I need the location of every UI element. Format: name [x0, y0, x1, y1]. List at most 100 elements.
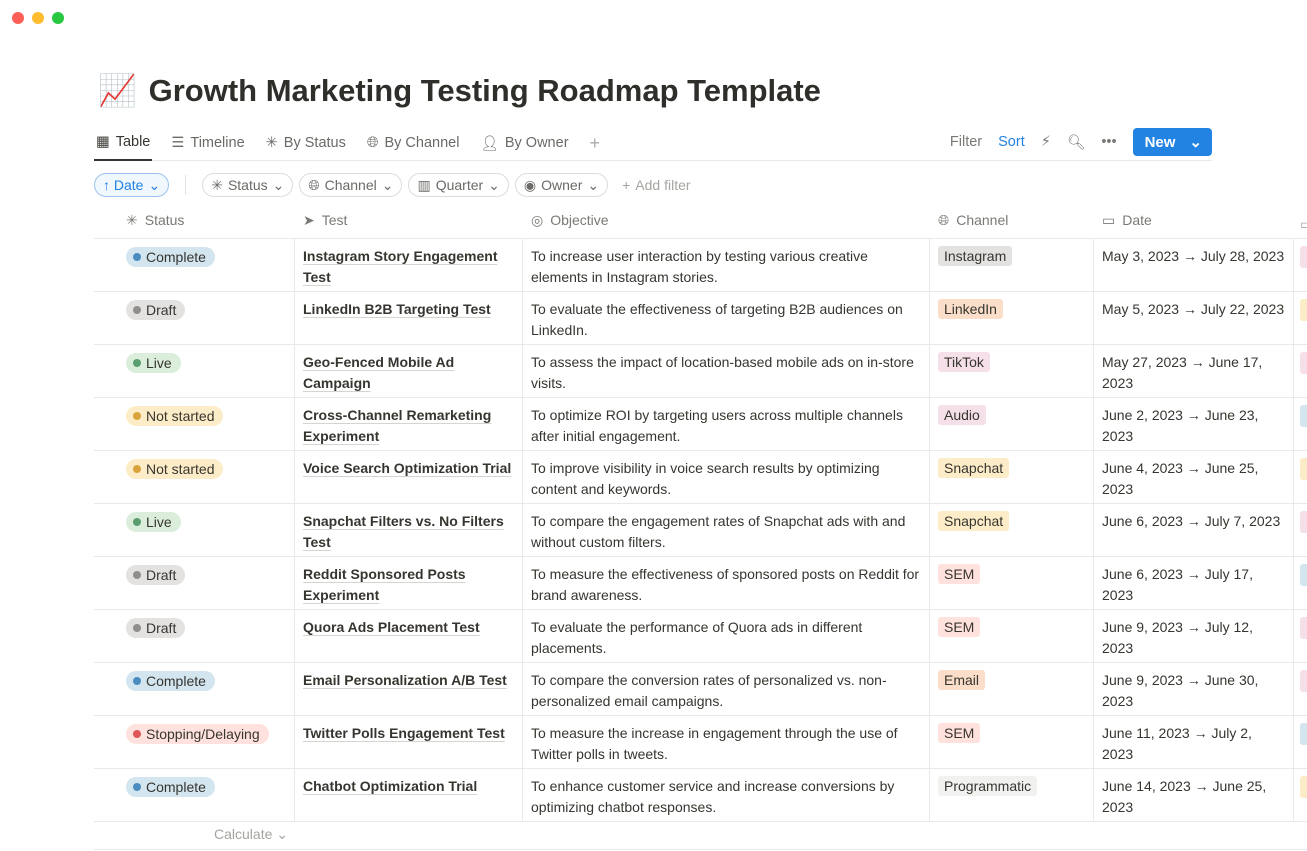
next-column-cell[interactable]	[1294, 345, 1307, 397]
status-cell[interactable]: Live	[94, 504, 295, 556]
filter-quarter-pill[interactable]: ▥ Quarter ⌄	[408, 173, 509, 197]
test-title-link[interactable]: Email Personalization A/B Test	[303, 672, 507, 688]
close-window-button[interactable]	[12, 12, 24, 24]
table-row[interactable]: Complete Instagram Story Engagement Test T…	[94, 239, 1307, 292]
objective-cell[interactable]: To enhance customer service and increase…	[523, 769, 930, 821]
test-title-link[interactable]: Twitter Polls Engagement Test	[303, 725, 505, 741]
status-cell[interactable]: Complete	[94, 663, 295, 715]
channel-cell[interactable]: Email	[930, 663, 1094, 715]
objective-cell[interactable]: To improve visibility in voice search re…	[523, 451, 930, 503]
column-header-next[interactable]: ▭	[1294, 203, 1307, 239]
filter-button[interactable]: Filter	[949, 134, 983, 150]
date-cell[interactable]: June 11, 2023 → July 2, 2023	[1094, 716, 1294, 768]
column-header-test[interactable]: ➤ Test	[295, 203, 523, 239]
filter-owner-pill[interactable]: ◉ Owner ⌄	[514, 173, 609, 197]
status-cell[interactable]: Not started	[94, 398, 295, 450]
channel-cell[interactable]: LinkedIn	[930, 292, 1094, 344]
next-column-cell[interactable]	[1294, 451, 1307, 503]
test-title-link[interactable]: Snapchat Filters vs. No Filters Test	[303, 513, 504, 550]
test-title-link[interactable]: Voice Search Optimization Trial	[303, 460, 512, 476]
next-column-cell[interactable]	[1294, 716, 1307, 768]
test-title-link[interactable]: Reddit Sponsored Posts Experiment	[303, 566, 466, 603]
objective-cell[interactable]: To evaluate the performance of Quora ads…	[523, 610, 930, 662]
column-header-status[interactable]: ✳ Status	[94, 203, 295, 239]
test-cell[interactable]: Geo-Fenced Mobile Ad Campaign	[295, 345, 523, 397]
add-view-button[interactable]: +	[588, 126, 603, 161]
table-row[interactable]: Live Snapchat Filters vs. No Filters Test…	[94, 504, 1307, 557]
objective-cell[interactable]: To measure the increase in engagement th…	[523, 716, 930, 768]
objective-cell[interactable]: To assess the impact of location-based m…	[523, 345, 930, 397]
objective-cell[interactable]: To compare the engagement rates of Snapc…	[523, 504, 930, 556]
minimize-window-button[interactable]	[32, 12, 44, 24]
table-row[interactable]: Not started Voice Search Optimization Tri…	[94, 451, 1307, 504]
channel-cell[interactable]: SEM	[930, 716, 1094, 768]
test-cell[interactable]: LinkedIn B2B Targeting Test	[295, 292, 523, 344]
page-emoji-icon[interactable]: 📈	[98, 73, 137, 108]
test-title-link[interactable]: Quora Ads Placement Test	[303, 619, 480, 635]
objective-cell[interactable]: To increase user interaction by testing …	[523, 239, 930, 291]
sort-button[interactable]: Sort	[998, 134, 1025, 150]
date-cell[interactable]: May 27, 2023 → June 17, 2023	[1094, 345, 1294, 397]
table-row[interactable]: Live Geo-Fenced Mobile Ad Campaign To asse…	[94, 345, 1307, 398]
chevron-down-icon[interactable]: ⌄	[1189, 134, 1202, 151]
status-cell[interactable]: Not started	[94, 451, 295, 503]
test-cell[interactable]: Snapchat Filters vs. No Filters Test	[295, 504, 523, 556]
new-button[interactable]: New ⌄	[1132, 128, 1212, 156]
filter-channel-pill[interactable]: 🌐︎ Channel ⌄	[299, 173, 403, 197]
objective-cell[interactable]: To evaluate the effectiveness of targeti…	[523, 292, 930, 344]
add-filter-button[interactable]: + Add filter	[622, 177, 691, 193]
next-column-cell[interactable]	[1294, 610, 1307, 662]
date-cell[interactable]: June 9, 2023 → July 12, 2023	[1094, 610, 1294, 662]
date-cell[interactable]: June 6, 2023 → July 7, 2023	[1094, 504, 1294, 556]
tab-timeline[interactable]: ☰ Timeline	[171, 135, 245, 151]
test-title-link[interactable]: Instagram Story Engagement Test	[303, 248, 498, 285]
table-row[interactable]: Complete Email Personalization A/B Test To…	[94, 663, 1307, 716]
status-cell[interactable]: Complete	[94, 239, 295, 291]
status-cell[interactable]: Stopping/Delaying	[94, 716, 295, 768]
test-cell[interactable]: Cross-Channel Remarketing Experiment	[295, 398, 523, 450]
channel-cell[interactable]: Snapchat	[930, 451, 1094, 503]
date-cell[interactable]: May 5, 2023 → July 22, 2023	[1094, 292, 1294, 344]
test-cell[interactable]: Voice Search Optimization Trial	[295, 451, 523, 503]
test-cell[interactable]: Chatbot Optimization Trial	[295, 769, 523, 821]
test-cell[interactable]: Reddit Sponsored Posts Experiment	[295, 557, 523, 609]
objective-cell[interactable]: To measure the effectiveness of sponsore…	[523, 557, 930, 609]
channel-cell[interactable]: Audio	[930, 398, 1094, 450]
more-options-icon[interactable]: •••	[1101, 134, 1117, 150]
test-title-link[interactable]: LinkedIn B2B Targeting Test	[303, 301, 491, 317]
table-row[interactable]: Complete Chatbot Optimization Trial To enh…	[94, 769, 1307, 822]
table-row[interactable]: Stopping/Delaying Twitter Polls Engagemen…	[94, 716, 1307, 769]
table-row[interactable]: Not started Cross-Channel Remarketing Exp…	[94, 398, 1307, 451]
date-cell[interactable]: June 14, 2023 → June 25, 2023	[1094, 769, 1294, 821]
column-header-objective[interactable]: ◎ Objective	[523, 203, 930, 239]
next-column-cell[interactable]	[1294, 504, 1307, 556]
test-cell[interactable]: Instagram Story Engagement Test	[295, 239, 523, 291]
next-column-cell[interactable]	[1294, 239, 1307, 291]
date-cell[interactable]: May 3, 2023 → July 28, 2023	[1094, 239, 1294, 291]
test-cell[interactable]: Twitter Polls Engagement Test	[295, 716, 523, 768]
test-title-link[interactable]: Geo-Fenced Mobile Ad Campaign	[303, 354, 455, 391]
date-cell[interactable]: June 4, 2023 → June 25, 2023	[1094, 451, 1294, 503]
column-header-channel[interactable]: 🌐︎ Channel	[930, 203, 1094, 239]
maximize-window-button[interactable]	[52, 12, 64, 24]
test-title-link[interactable]: Chatbot Optimization Trial	[303, 778, 478, 794]
tab-by-owner[interactable]: 👤︎ By Owner	[480, 135, 569, 152]
status-cell[interactable]: Draft	[94, 557, 295, 609]
next-column-cell[interactable]	[1294, 663, 1307, 715]
page-title-text[interactable]: Growth Marketing Testing Roadmap Templat…	[148, 72, 821, 108]
automation-lightning-icon[interactable]: ⚡︎	[1040, 134, 1051, 150]
date-cell[interactable]: June 2, 2023 → June 23, 2023	[1094, 398, 1294, 450]
status-cell[interactable]: Draft	[94, 292, 295, 344]
status-cell[interactable]: Complete	[94, 769, 295, 821]
test-cell[interactable]: Quora Ads Placement Test	[295, 610, 523, 662]
sort-date-pill[interactable]: ↑ Date ⌄	[94, 173, 170, 197]
channel-cell[interactable]: SEM	[930, 557, 1094, 609]
date-cell[interactable]: June 9, 2023 → June 30, 2023	[1094, 663, 1294, 715]
next-column-cell[interactable]	[1294, 769, 1307, 821]
objective-cell[interactable]: To optimize ROI by targeting users acros…	[523, 398, 930, 450]
objective-cell[interactable]: To compare the conversion rates of perso…	[523, 663, 930, 715]
table-row[interactable]: Draft LinkedIn B2B Targeting Test To evalu…	[94, 292, 1307, 345]
table-row[interactable]: Draft Reddit Sponsored Posts Experiment To…	[94, 557, 1307, 610]
status-cell[interactable]: Live	[94, 345, 295, 397]
calculate-button[interactable]: Calculate ⌄	[214, 826, 288, 842]
